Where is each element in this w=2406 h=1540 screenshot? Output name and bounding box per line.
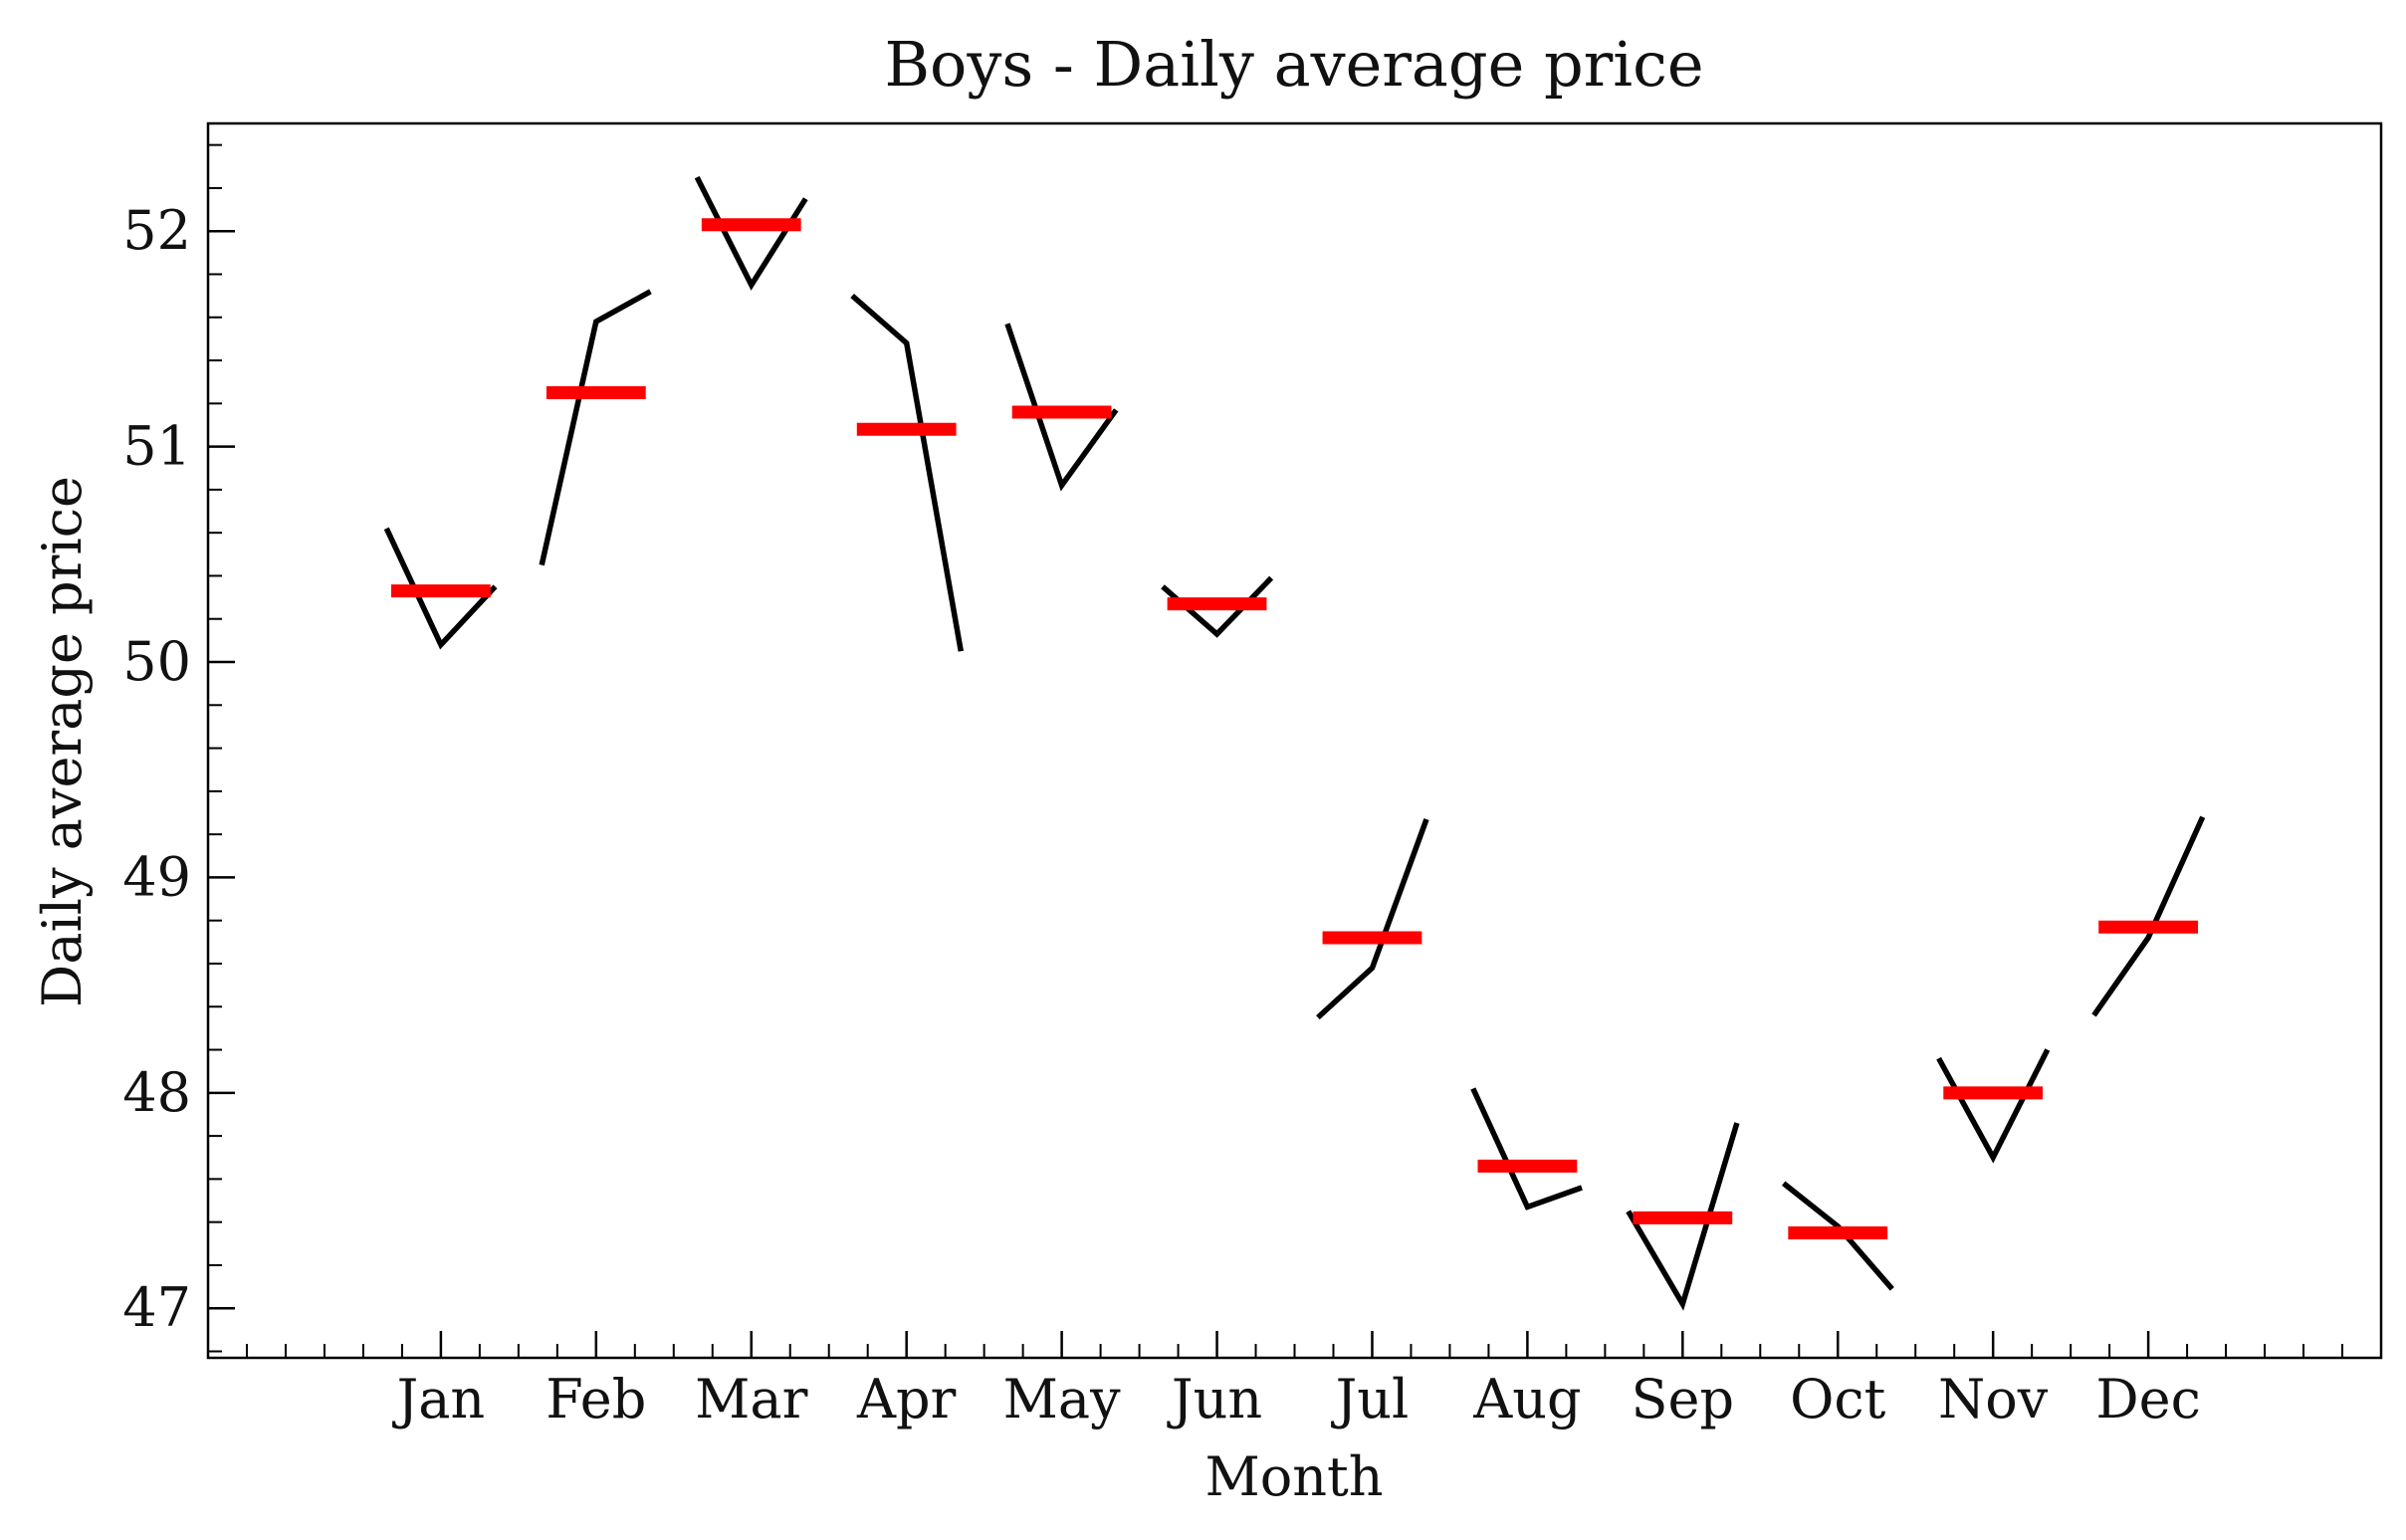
x-tick-label-jun: Jun [1167, 1368, 1262, 1430]
x-tick-label-apr: Apr [856, 1368, 957, 1430]
x-tick-label-feb: Feb [546, 1368, 646, 1430]
subseries-line-jul [1316, 818, 1429, 1020]
y-tick-label-52: 52 [122, 199, 191, 262]
chart-title: Boys - Daily average price [884, 28, 1703, 101]
y-tick-label-51: 51 [122, 415, 191, 478]
x-tick-label-oct: Oct [1790, 1368, 1886, 1430]
subseries-line-feb [539, 289, 652, 566]
x-tick-label-jul: Jul [1331, 1368, 1410, 1430]
y-tick-label-48: 48 [122, 1061, 191, 1124]
x-tick-label-dec: Dec [2095, 1368, 2201, 1430]
x-tick-label-sep: Sep [1632, 1368, 1735, 1430]
x-axis-label: Month [1204, 1445, 1383, 1508]
x-tick-label-aug: Aug [1472, 1368, 1581, 1430]
axes: Jan Feb Mar Apr May Jun Jul Aug Sep Oct Nov Dec 47 48… [122, 143, 2344, 1430]
subseries-line-sep [1626, 1122, 1740, 1311]
subseries-line-aug [1470, 1087, 1583, 1210]
subseries-line-dec [2091, 815, 2206, 1017]
y-tick-label-50: 50 [122, 630, 191, 693]
x-tick-label-mar: Mar [695, 1368, 807, 1430]
x-tick-label-may: May [1003, 1368, 1121, 1430]
x-tick-label-jan: Jan [392, 1368, 486, 1430]
subseries-line-nov [1936, 1048, 2051, 1164]
y-tick-label-49: 49 [122, 845, 191, 908]
y-tick-label-47: 47 [122, 1276, 191, 1339]
plot-frame [206, 121, 2383, 1360]
subseries-line-apr [850, 294, 965, 652]
subseries-line-jan [383, 527, 498, 650]
subseries-line-may [1004, 323, 1119, 492]
plot-area [383, 175, 2206, 1311]
x-tick-label-nov: Nov [1938, 1368, 2049, 1430]
y-axis-label: Daily average price [31, 476, 94, 1007]
